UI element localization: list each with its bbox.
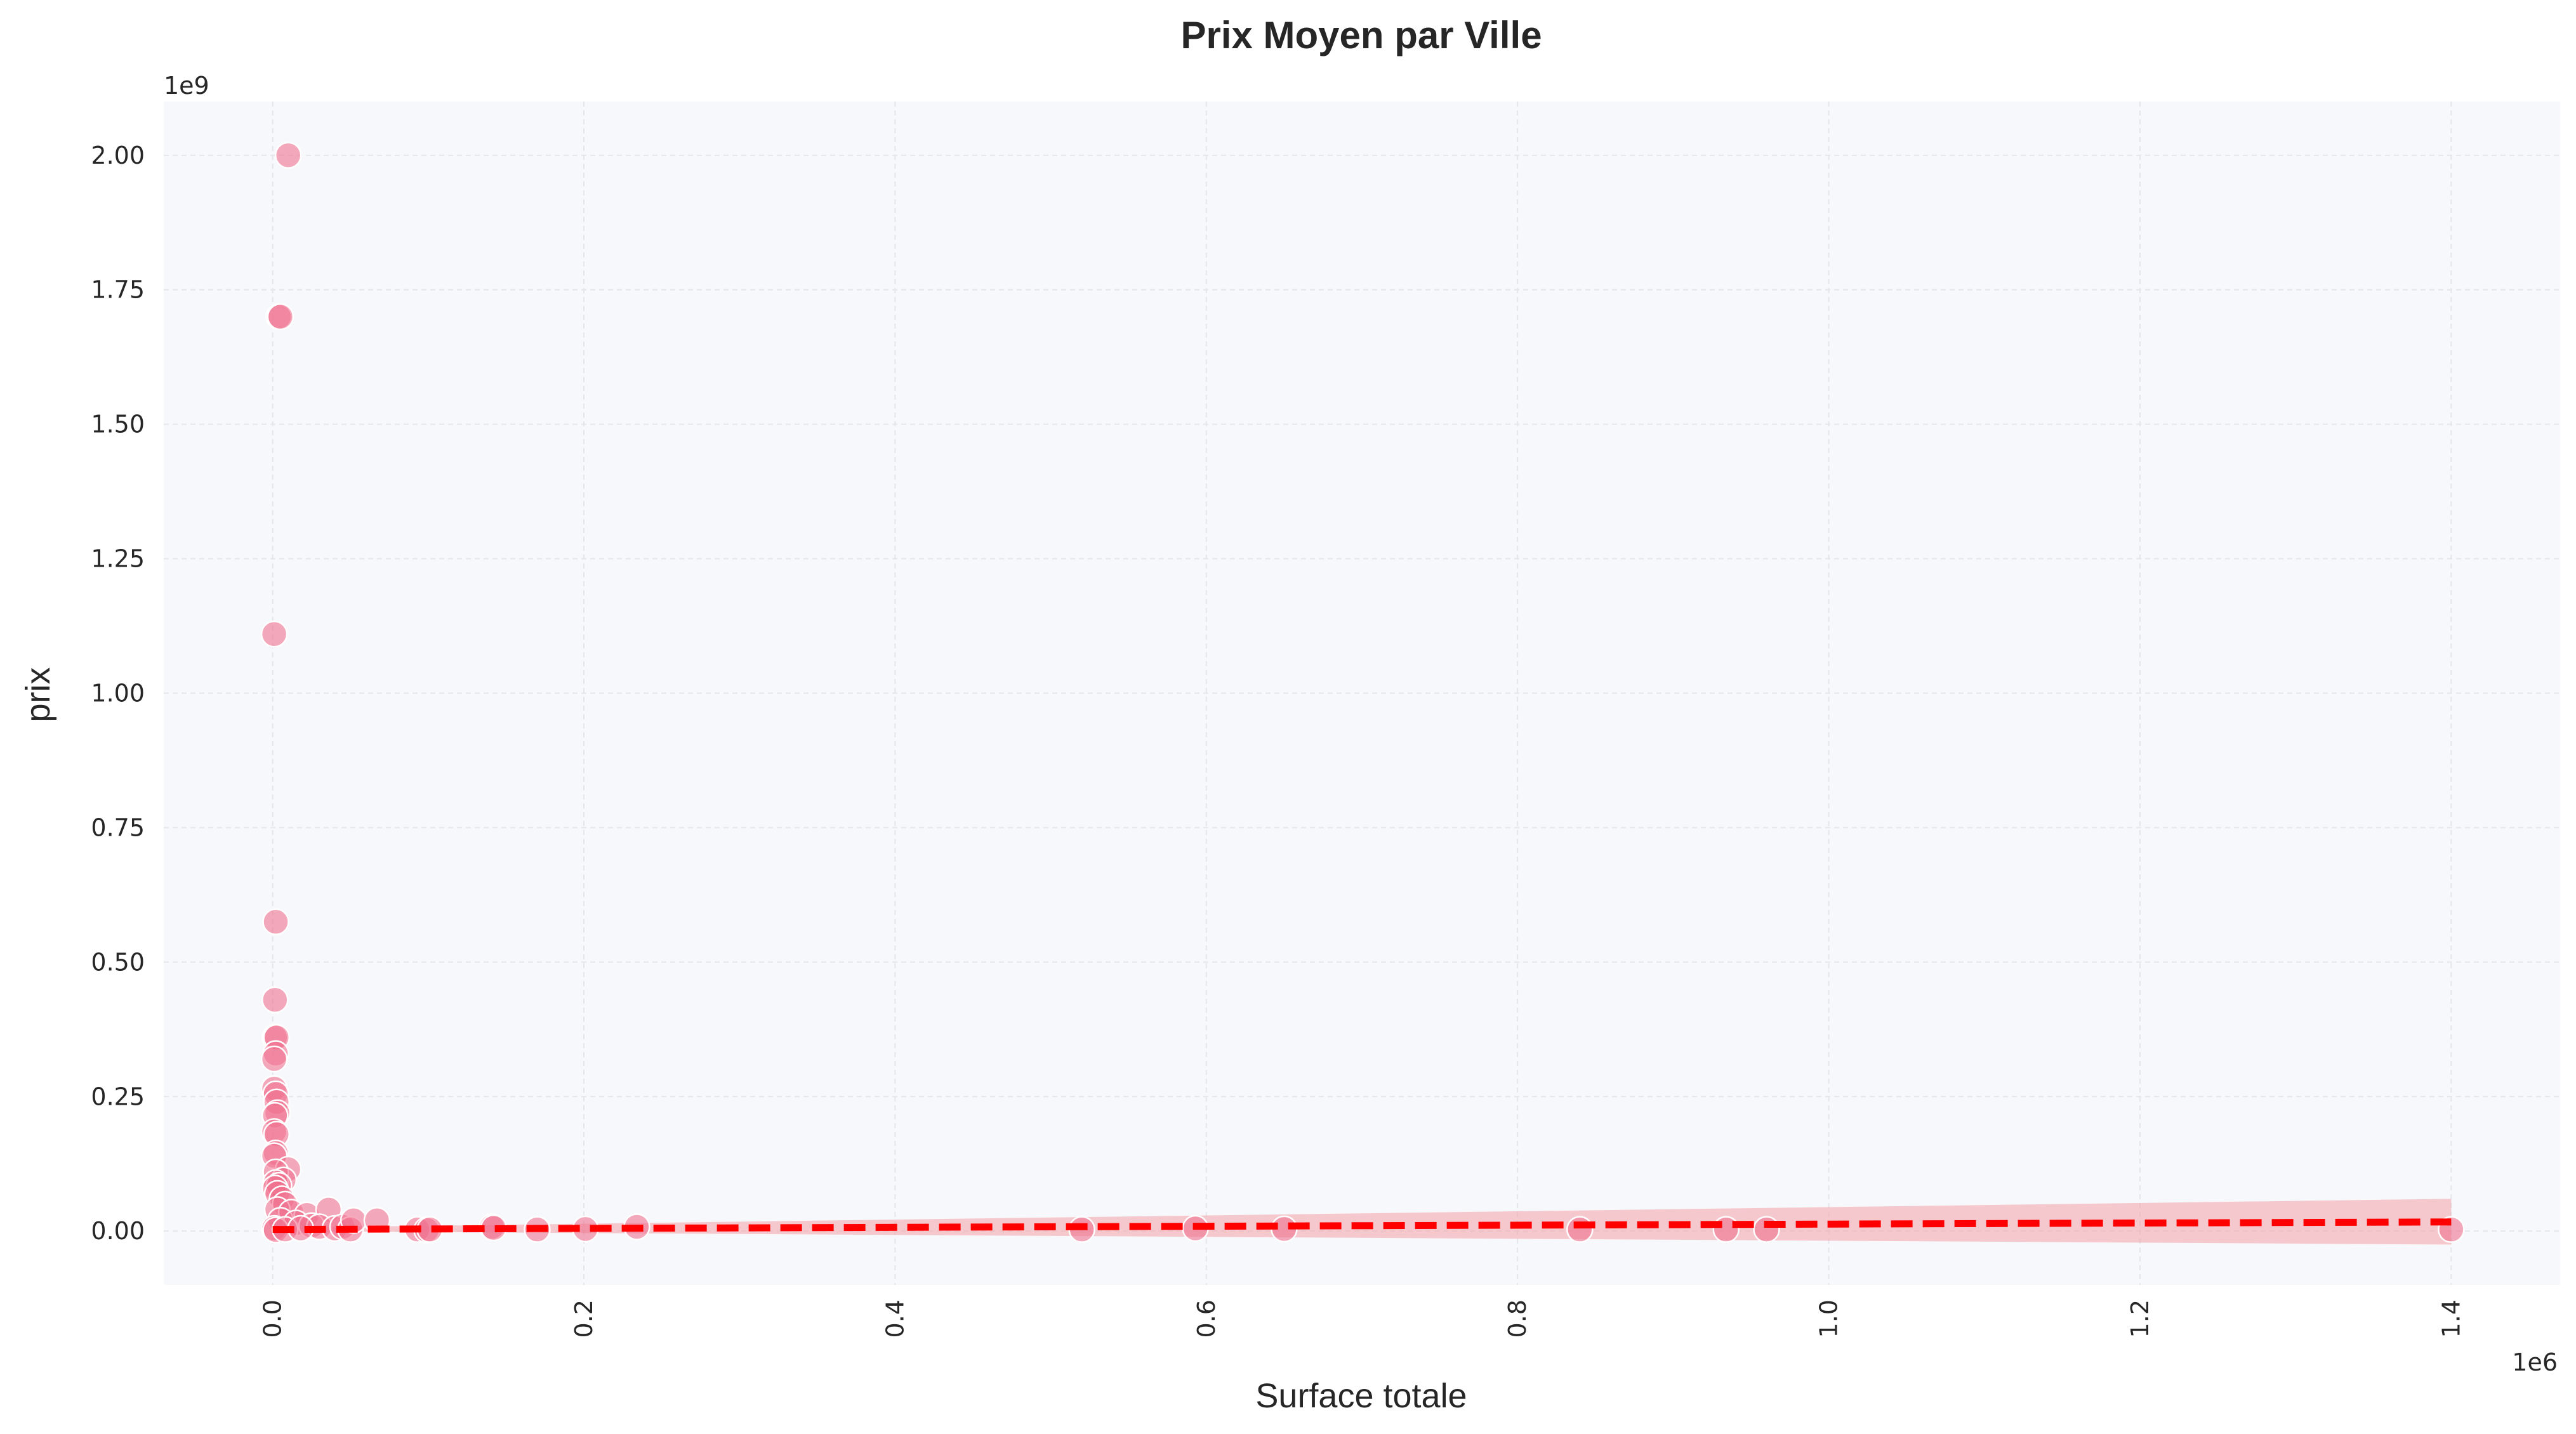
data-point <box>260 621 288 648</box>
x-tick-label: 1.0 <box>1815 1299 1843 1338</box>
data-point <box>1712 1216 1740 1243</box>
data-point <box>262 908 289 936</box>
data-point <box>1566 1216 1594 1243</box>
y-tick-label: 1.00 <box>91 680 145 707</box>
x-tick-label: 1.2 <box>2126 1299 2154 1338</box>
x-offset-label: 1e6 <box>2512 1348 2558 1376</box>
x-axis-ticks: 0.0 0.2 0.4 0.6 0.8 1.0 1.2 1.4 <box>259 1299 2466 1338</box>
x-tick-label: 0.6 <box>1192 1299 1220 1338</box>
y-tick-label: 1.50 <box>91 411 145 438</box>
x-tick-label: 1.4 <box>2437 1299 2465 1338</box>
data-point <box>1753 1216 1780 1243</box>
regression-line-group <box>272 1218 2452 1233</box>
data-points <box>260 141 2465 1244</box>
x-tick-label: 0.2 <box>570 1299 598 1338</box>
y-tick-label: 0.25 <box>91 1082 145 1110</box>
y-axis-label: prix <box>19 667 57 722</box>
y-tick-label: 2.00 <box>91 141 145 169</box>
grid-lines <box>164 102 2560 1285</box>
confidence-band-area <box>272 1199 2452 1245</box>
data-point <box>267 303 294 331</box>
x-tick-label: 0.0 <box>259 1299 287 1338</box>
confidence-band <box>272 1199 2452 1245</box>
chart-title: Prix Moyen par Ville <box>1180 14 1542 56</box>
y-tick-label: 0.00 <box>91 1217 145 1245</box>
y-tick-label: 1.75 <box>91 276 145 304</box>
data-point <box>261 986 289 1013</box>
regression-line <box>272 1218 2452 1233</box>
y-offset-label: 1e9 <box>164 72 209 100</box>
x-tick-label: 0.8 <box>1503 1299 1531 1338</box>
data-point <box>274 141 302 169</box>
y-axis-ticks: 0.00 0.25 0.50 0.75 1.00 1.25 1.50 1.75 2.00 <box>91 141 145 1245</box>
y-tick-label: 0.50 <box>91 948 145 976</box>
x-tick-label: 0.4 <box>881 1299 909 1338</box>
x-axis-label: Surface totale <box>1255 1377 1467 1415</box>
data-point <box>260 1045 288 1073</box>
y-tick-label: 1.25 <box>91 545 145 573</box>
y-tick-label: 0.75 <box>91 813 145 841</box>
plot-background <box>164 102 2560 1285</box>
